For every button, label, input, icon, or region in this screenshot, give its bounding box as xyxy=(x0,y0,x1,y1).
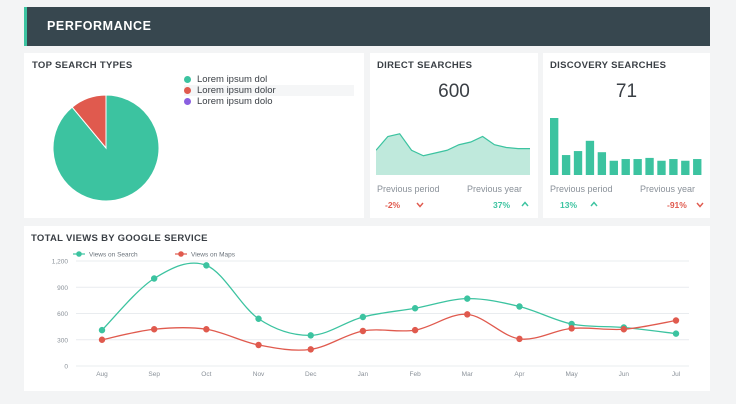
sparkline-line xyxy=(376,133,530,157)
chevron-up-icon xyxy=(590,201,598,207)
pie-legend-label: Lorem ipsum dolo xyxy=(197,96,273,107)
discovery-searches-title: DISCOVERY SEARCHES xyxy=(550,60,667,71)
chevron-up-icon xyxy=(521,201,529,207)
series-2-point xyxy=(464,311,471,318)
discovery-searches-card: DISCOVERY SEARCHES 71 Previous period Pr… xyxy=(543,53,710,218)
series-2-point xyxy=(411,326,419,334)
x-tick-label: Feb xyxy=(409,371,421,378)
series-1-point xyxy=(307,332,314,339)
prev-period-delta: 13% xyxy=(560,200,578,210)
series-1-point xyxy=(255,315,262,322)
series-2-point xyxy=(150,326,158,333)
x-tick-label: Mar xyxy=(462,371,474,378)
series-1-point xyxy=(359,313,367,321)
x-tick-label: Jul xyxy=(672,371,681,378)
x-tick-label: Jan xyxy=(358,371,369,378)
prev-year-label: Previous year xyxy=(467,184,523,194)
series-2-point xyxy=(672,317,680,324)
page-title: PERFORMANCE xyxy=(47,19,152,33)
chevron-down-icon xyxy=(696,202,704,208)
direct-searches-value: 600 xyxy=(438,81,470,102)
bar-1 xyxy=(550,118,559,175)
prev-year-delta: 37% xyxy=(493,200,511,210)
bar-7 xyxy=(621,159,630,175)
x-tick-label: Oct xyxy=(201,371,211,378)
series-2-point xyxy=(516,335,523,343)
bar-12 xyxy=(681,160,690,175)
total-views-line-chart: 0 300 600 900 1,200 Aug Sep Oct Nov Dec Jan Feb Mar A… xyxy=(52,251,689,378)
series-2-point xyxy=(307,346,314,353)
series-2-point xyxy=(359,327,367,335)
prev-period-label: Previous period xyxy=(550,184,613,194)
performance-header: PERFORMANCE xyxy=(24,7,710,46)
bar-4 xyxy=(585,140,595,175)
chevron-down-icon xyxy=(416,202,424,208)
prev-year-label: Previous year xyxy=(640,184,696,194)
x-tick-label: Sep xyxy=(148,371,160,378)
legend-dot-icon xyxy=(178,251,184,257)
bar-5 xyxy=(597,152,607,175)
sparkline-area xyxy=(376,133,530,175)
x-tick-label: Apr xyxy=(514,371,525,378)
series-2-point xyxy=(620,326,628,333)
bar-6 xyxy=(609,160,618,175)
y-tick-label: 600 xyxy=(57,311,68,318)
series-2-point xyxy=(98,336,106,343)
legend-label: Views on Search xyxy=(89,251,138,258)
y-tick-label: 300 xyxy=(57,337,68,344)
series-1-point xyxy=(203,262,210,269)
y-tick-label: 0 xyxy=(64,364,68,371)
series-1-point xyxy=(516,303,523,310)
series-1-point xyxy=(98,326,106,334)
y-tick-label: 1,200 xyxy=(52,259,69,266)
series-1-point xyxy=(150,275,158,282)
series-1-point xyxy=(672,330,680,337)
series-1-point xyxy=(411,305,419,312)
pie-legend-item-3: Lorem ipsum dolo xyxy=(184,96,273,107)
series-2-point xyxy=(255,341,262,349)
top-search-types-title: TOP SEARCH TYPES xyxy=(32,60,133,71)
total-views-title: TOTAL VIEWS BY GOOGLE SERVICE xyxy=(31,233,208,244)
bar-13 xyxy=(693,159,702,175)
x-tick-label: Nov xyxy=(253,371,265,378)
pie-legend-label: Lorem ipsum dolor xyxy=(197,85,276,96)
direct-searches-title: DIRECT SEARCHES xyxy=(377,60,473,71)
y-tick-label: 900 xyxy=(57,285,68,292)
pie-legend-label: Lorem ipsum dol xyxy=(197,74,268,85)
legend-label: Views on Maps xyxy=(191,251,236,258)
legend-dot-icon xyxy=(184,76,191,83)
bar-8 xyxy=(633,159,642,175)
total-views-card: TOTAL VIEWS BY GOOGLE SERVICE 0 300 600 900… xyxy=(24,226,710,391)
bar-2 xyxy=(561,155,571,175)
bar-10 xyxy=(657,160,666,175)
bar-11 xyxy=(669,159,678,175)
pie-legend-item-2: Lorem ipsum dolor xyxy=(184,85,354,96)
series-1-point xyxy=(568,320,575,328)
legend-dot-icon xyxy=(76,251,82,257)
prev-year-delta: -91% xyxy=(667,200,687,210)
series-line-1 xyxy=(101,262,677,337)
prev-period-label: Previous period xyxy=(377,184,440,194)
discovery-searches-bars xyxy=(550,118,702,175)
x-tick-label: May xyxy=(565,371,578,378)
series-1-point xyxy=(464,295,471,302)
x-tick-label: Aug xyxy=(96,371,108,378)
x-tick-label: Dec xyxy=(305,371,317,378)
prev-period-delta: -2% xyxy=(385,200,401,210)
legend-dot-icon xyxy=(184,98,191,105)
series-line-2 xyxy=(101,313,677,351)
series-2-point xyxy=(203,326,210,333)
top-search-types-card: TOP SEARCH TYPES Lorem ipsum dol Lorem i… xyxy=(24,53,364,218)
direct-searches-sparkline xyxy=(376,133,530,175)
pie-slice-2 xyxy=(71,94,107,150)
bar-3 xyxy=(573,151,583,175)
discovery-searches-value: 71 xyxy=(615,81,638,102)
pie-chart xyxy=(52,94,160,202)
bar-9 xyxy=(645,157,654,175)
pie-legend-item-1: Lorem ipsum dol xyxy=(184,74,267,85)
series-2-point xyxy=(568,325,575,332)
legend-dot-icon xyxy=(184,87,191,94)
direct-searches-card: DIRECT SEARCHES 600 Previous period Prev… xyxy=(370,53,538,218)
x-tick-label: Jun xyxy=(619,371,630,378)
